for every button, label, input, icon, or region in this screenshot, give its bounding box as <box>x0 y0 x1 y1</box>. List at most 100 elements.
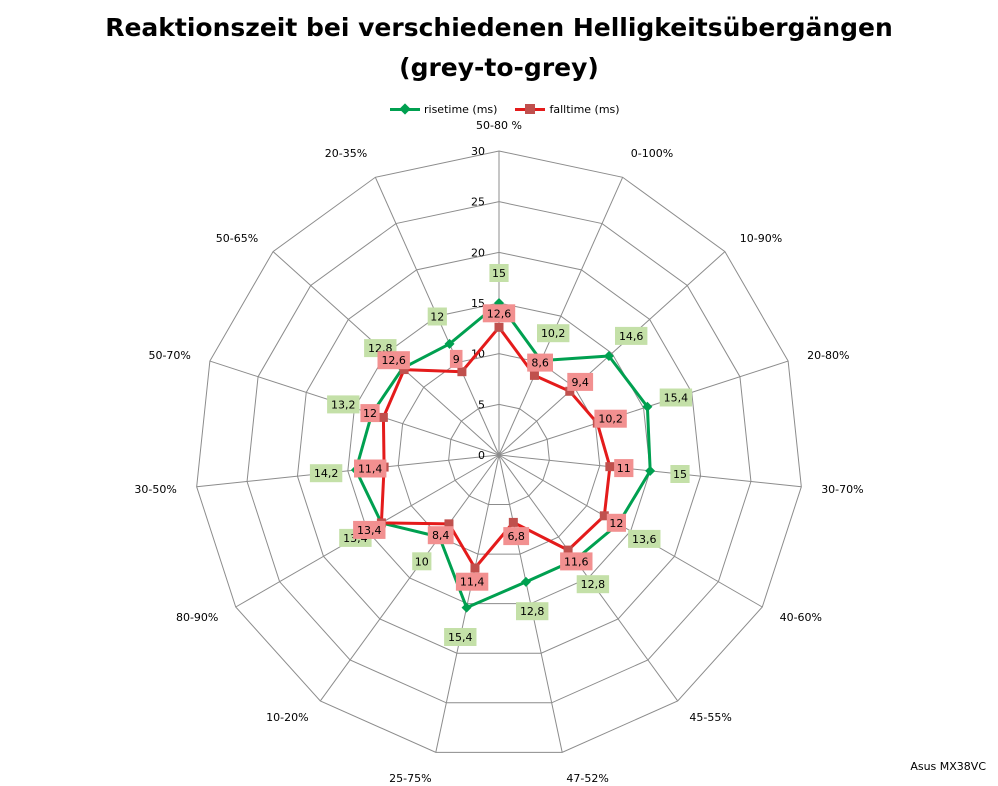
data-label-box <box>353 520 386 539</box>
data-label-box <box>327 395 360 414</box>
data-label-risetime: 14,2 <box>309 464 343 483</box>
data-label-falltime: 9 <box>449 349 463 368</box>
data-label-box <box>489 264 509 282</box>
data-label-risetime: 15 <box>670 465 690 483</box>
radial-tick-label: 30 <box>471 145 485 158</box>
data-label-text: 14,2 <box>314 467 339 480</box>
data-label-falltime: 8,4 <box>427 526 454 545</box>
data-label-box <box>606 513 626 532</box>
data-label-box <box>670 465 690 483</box>
grid-spoke <box>196 454 500 488</box>
legend: risetime (ms) falltime (ms) <box>390 101 620 117</box>
data-point <box>378 412 388 422</box>
data-label-box <box>444 628 477 646</box>
data-point <box>563 545 573 555</box>
data-label-risetime: 15,4 <box>659 388 693 407</box>
grid-ring <box>246 201 752 704</box>
radial-tick-label: 15 <box>471 297 485 310</box>
data-label-box <box>560 552 593 571</box>
data-label-risetime: 10 <box>412 552 432 571</box>
category-label: 80-90% <box>176 611 218 624</box>
grid-spoke <box>498 177 624 456</box>
data-label-text: 10,2 <box>541 327 566 340</box>
data-label-box <box>427 307 447 326</box>
data-label-text: 15 <box>492 267 506 280</box>
category-label: 20-80% <box>807 349 849 362</box>
data-point <box>494 322 504 332</box>
data-label-falltime: 11,6 <box>560 552 593 571</box>
data-label-text: 11,4 <box>358 463 383 476</box>
data-label-falltime: 13,4 <box>353 520 386 539</box>
data-label-falltime: 6,8 <box>503 527 530 546</box>
data-label-box <box>360 404 380 423</box>
radial-tick-label: 20 <box>471 246 485 259</box>
grid-spoke <box>498 251 726 456</box>
data-point <box>457 367 467 377</box>
data-label-text: 13,6 <box>632 533 657 546</box>
category-label: 30-70% <box>821 483 863 496</box>
category-label: 50-70% <box>148 349 190 362</box>
data-label-risetime: 15,4 <box>444 628 477 646</box>
data-label-risetime: 12 <box>427 307 447 326</box>
data-label-text: 12,6 <box>487 307 512 320</box>
radial-tick-label: 0 <box>478 449 485 462</box>
data-label-text: 14,6 <box>619 330 644 343</box>
data-label-text: 15,4 <box>448 631 473 644</box>
data-label-text: 6,8 <box>507 530 525 543</box>
data-label-text: 15,4 <box>664 392 689 405</box>
credit-label: Asus MX38VC <box>910 760 986 773</box>
series-line <box>354 301 652 610</box>
data-label-falltime: 11,4 <box>455 572 489 591</box>
grid-spoke <box>498 360 789 456</box>
data-label-text: 13,4 <box>357 524 382 537</box>
category-label: 25-75% <box>389 772 431 785</box>
data-point <box>565 386 575 396</box>
data-label-text: 12,6 <box>381 354 406 367</box>
data-label-falltime: 11,4 <box>354 459 387 478</box>
data-labels: 15 10,2 14,6 15,4 15 13,6 12,8 12,8 15,4 10 13,4 14… <box>309 264 693 646</box>
chart-title: Reaktionszeit bei verschiedenen Helligke… <box>0 8 998 88</box>
data-label-text: 13,2 <box>331 398 356 411</box>
data-label-text: 8,4 <box>432 529 450 542</box>
radar-grid <box>196 150 802 753</box>
data-label-risetime: 13,6 <box>628 529 661 548</box>
data-label-text: 10 <box>415 555 429 568</box>
data-point <box>529 370 539 380</box>
category-label: 45-55% <box>689 711 731 724</box>
category-label: 50-80 % <box>476 119 522 132</box>
data-label-box <box>412 552 432 571</box>
grid-ring <box>448 403 550 506</box>
category-label: 0-100% <box>631 147 673 160</box>
data-label-falltime: 12 <box>606 513 626 532</box>
data-label-text: 9 <box>453 353 460 366</box>
chart-title-line1: Reaktionszeit bei verschiedenen Helligke… <box>105 13 893 42</box>
grid-ring <box>296 251 702 654</box>
data-label-risetime: 12,8 <box>516 602 549 621</box>
data-label-box <box>537 324 570 343</box>
legend-item-falltime: falltime (ms) <box>515 103 620 116</box>
data-point <box>605 462 615 472</box>
data-label-box <box>659 388 693 407</box>
data-label-falltime: 9,4 <box>567 372 594 391</box>
data-label-box <box>377 351 410 370</box>
data-label-text: 12,8 <box>520 605 545 618</box>
radial-tick-label: 5 <box>478 398 485 411</box>
data-point <box>444 338 455 349</box>
data-label-risetime: 10,2 <box>537 324 570 343</box>
data-point <box>520 576 531 587</box>
data-label-text: 8,6 <box>531 357 549 370</box>
data-label-falltime: 12 <box>360 404 380 423</box>
data-label-box <box>449 349 463 368</box>
data-point <box>470 563 480 573</box>
data-label-box <box>614 459 634 478</box>
data-point <box>461 602 472 613</box>
data-label-box <box>427 526 454 545</box>
category-label: 40-60% <box>780 611 822 624</box>
data-label-box <box>567 372 594 391</box>
data-point <box>642 401 653 412</box>
legend-swatch-risetime <box>390 103 420 115</box>
data-label-falltime: 11 <box>614 459 634 478</box>
data-label-risetime: 14,6 <box>615 326 648 345</box>
